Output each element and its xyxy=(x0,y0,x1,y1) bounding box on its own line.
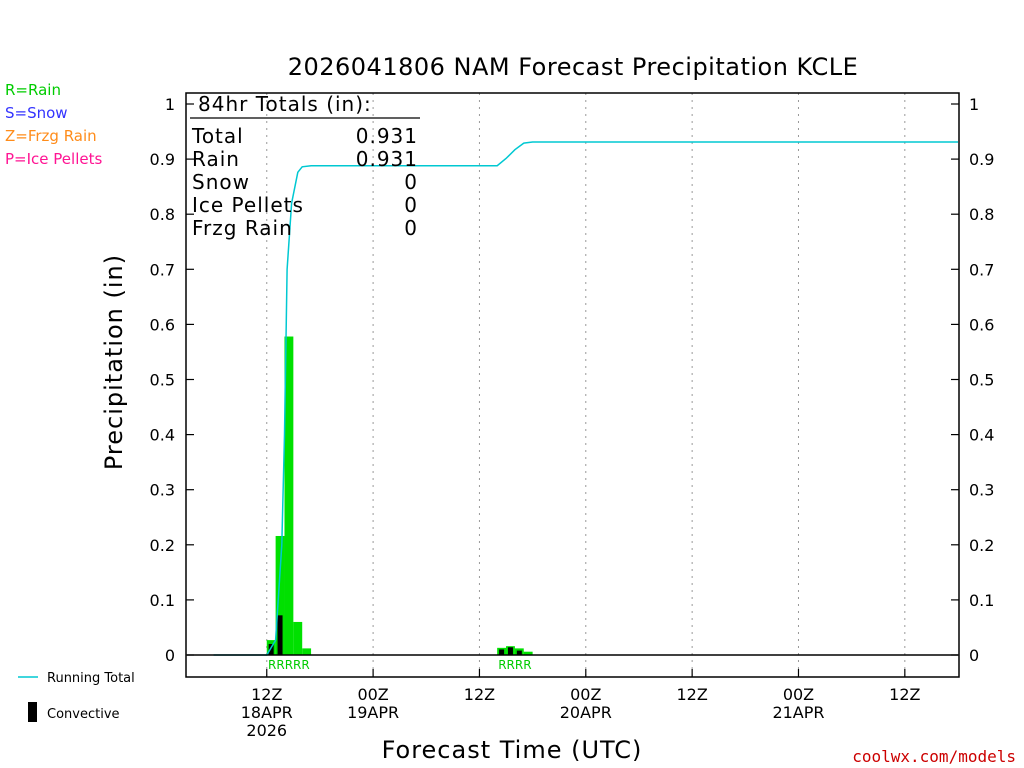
y-tick-label-left: 0.2 xyxy=(150,536,175,555)
y-tick-label-right: 0.1 xyxy=(969,591,994,610)
x-tick-label: 21APR xyxy=(772,703,824,722)
convective-legend-label: Convective xyxy=(47,707,120,722)
totals-label-rain: Rain xyxy=(192,147,240,171)
convective-bars xyxy=(268,615,522,655)
convective-bar xyxy=(277,615,283,655)
y-tick-label-right: 1 xyxy=(969,95,979,114)
x-tick-label: 2026 xyxy=(246,721,287,740)
y-axis-ticks: 0 00.1 0.10.2 0.20.3 0.30.4 0.40.5 0.50.6 0.60.… xyxy=(150,95,995,665)
x-axis-title: Forecast Time (UTC) xyxy=(382,736,643,764)
convective-bar xyxy=(499,649,505,655)
running-total-line xyxy=(213,141,958,656)
y-tick-label-left: 0.4 xyxy=(150,426,175,445)
convective-bar xyxy=(516,650,522,655)
y-tick-label-left: 0.6 xyxy=(150,315,175,334)
x-tick-label: 19APR xyxy=(347,703,399,722)
x-tick-label: 12Z xyxy=(889,685,920,704)
legend-rain: R=Rain xyxy=(5,81,61,99)
precip-type-labels: RRRRR RRRR xyxy=(268,658,532,672)
precip-type-label: RRRR xyxy=(498,658,531,672)
legend-snow: S=Snow xyxy=(5,104,68,122)
y-axis-title: Precipitation (in) xyxy=(100,254,128,470)
y-tick-label-left: 0.7 xyxy=(150,260,175,279)
vertical-gridlines xyxy=(266,93,906,677)
x-tick-label: 12Z xyxy=(464,685,495,704)
totals-label-ice-pellets: Ice Pellets xyxy=(192,193,304,217)
totals-label-total: Total xyxy=(191,124,244,148)
totals-value-ice-pellets: 0 xyxy=(404,193,418,217)
y-tick-label-right: 0.5 xyxy=(969,371,994,390)
totals-value-total: 0.931 xyxy=(356,124,418,148)
precip-type-label: RRRRR xyxy=(268,658,310,672)
legend-ice-pellets: P=Ice Pellets xyxy=(5,150,102,168)
y-tick-label-right: 0.2 xyxy=(969,536,994,555)
y-tick-label-right: 0.8 xyxy=(969,205,994,224)
y-tick-label-left: 0 xyxy=(165,646,175,665)
running-total-legend-label: Running Total xyxy=(47,671,135,686)
totals-label-frzg-rain: Frzg Rain xyxy=(192,216,293,240)
precip-bar xyxy=(275,535,285,655)
chart-title: 2026041806 NAM Forecast Precipitation KC… xyxy=(288,53,859,81)
convective-bar xyxy=(507,647,513,655)
y-tick-label-right: 0.4 xyxy=(969,426,994,445)
y-tick-label-right: 0.7 xyxy=(969,260,994,279)
y-tick-label-right: 0 xyxy=(969,646,979,665)
totals-box: 84hr Totals (in): Total 0.931 Rain 0.931… xyxy=(190,92,420,240)
legend-frzg-rain: Z=Frzg Rain xyxy=(5,127,97,145)
convective-bar xyxy=(268,643,274,655)
precip-bars xyxy=(266,336,533,655)
y-tick-label-left: 0.3 xyxy=(150,481,175,500)
totals-value-frzg-rain: 0 xyxy=(404,216,418,240)
totals-header: 84hr Totals (in): xyxy=(198,92,372,116)
y-tick-label-left: 0.8 xyxy=(150,205,175,224)
x-tick-label: 12Z xyxy=(676,685,707,704)
x-tick-label: 00Z xyxy=(357,685,388,704)
convective-legend-swatch xyxy=(28,702,37,722)
y-tick-label-right: 0.6 xyxy=(969,315,994,334)
y-tick-label-right: 0.3 xyxy=(969,481,994,500)
y-tick-label-left: 0.5 xyxy=(150,371,175,390)
plot-frame xyxy=(185,92,960,678)
totals-label-snow: Snow xyxy=(192,170,250,194)
precip-bar xyxy=(293,621,303,655)
precip-bar xyxy=(302,648,312,655)
x-tick-label: 00Z xyxy=(783,685,814,704)
y-tick-label-right: 0.9 xyxy=(969,150,994,169)
totals-value-snow: 0 xyxy=(404,170,418,194)
x-tick-label: 20APR xyxy=(560,703,612,722)
credit-link[interactable]: coolwx.com/models xyxy=(852,747,1016,766)
x-tick-label: 18APR xyxy=(241,703,293,722)
precip-bar xyxy=(523,651,533,655)
x-tick-label: 00Z xyxy=(570,685,601,704)
y-tick-label-left: 0.9 xyxy=(150,150,175,169)
y-tick-label-left: 0.1 xyxy=(150,591,175,610)
x-tick-label: 12Z xyxy=(251,685,282,704)
precip-bar xyxy=(284,336,294,655)
totals-value-rain: 0.931 xyxy=(356,147,418,171)
y-tick-label-left: 1 xyxy=(165,95,175,114)
